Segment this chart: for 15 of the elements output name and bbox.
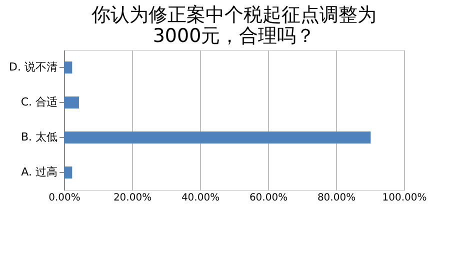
x-tick-label: 40.00%: [181, 192, 220, 204]
y-tick-label: C. 合适: [20, 96, 58, 108]
y-tick-label: D. 说不清: [9, 60, 58, 74]
x-tick-label: 0.00%: [48, 192, 80, 204]
x-tick-label: 60.00%: [249, 192, 288, 204]
bar: [64, 62, 72, 74]
x-tick-label: 20.00%: [113, 192, 152, 204]
y-tick-label: A. 过高: [21, 166, 58, 178]
bar: [64, 166, 72, 178]
bar: [64, 132, 371, 144]
bar: [64, 96, 79, 108]
y-tick-label: B. 太低: [20, 130, 58, 144]
x-tick-label: 80.00%: [317, 192, 356, 204]
chart-title: 你认为修正案中个税起征点调整为3000元，合理吗？: [90, 4, 376, 47]
x-tick-label: 100.00%: [382, 192, 427, 204]
